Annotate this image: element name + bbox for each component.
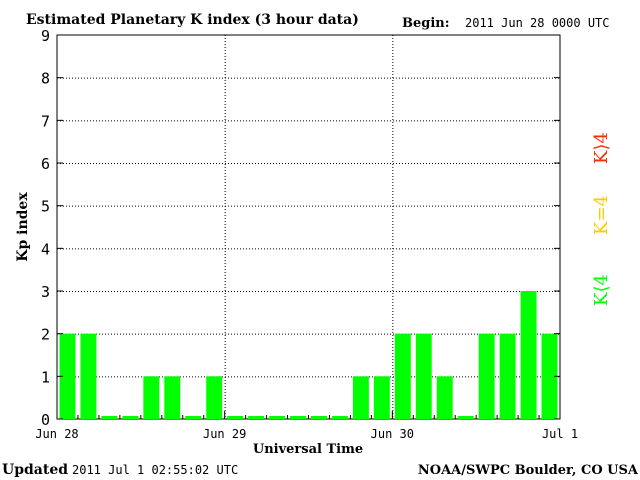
y-tick-label: 6 — [41, 155, 50, 173]
y-axis-label: Kp index — [15, 192, 31, 262]
x-tick-label: Jul 1 — [542, 427, 578, 441]
y-tick-label: 1 — [41, 368, 50, 386]
kp-bar — [227, 416, 244, 419]
kp-bar — [499, 333, 516, 419]
y-tick-label: 7 — [41, 112, 50, 130]
kp-bar — [457, 416, 474, 419]
kp-bar — [373, 376, 390, 419]
y-tick-label: 3 — [41, 283, 50, 301]
y-tick-label: 4 — [41, 240, 50, 258]
kp-bar — [164, 376, 181, 419]
x-tick-label: Jun 28 — [35, 427, 78, 441]
x-axis-label: Universal Time — [253, 442, 363, 457]
kp-bar — [80, 333, 97, 419]
kp-bar — [478, 333, 495, 419]
kp-bar — [311, 416, 327, 419]
legend-k-equal-4: K=4 — [591, 195, 612, 235]
begin-label: Begin: — [402, 16, 450, 31]
y-tick-label: 9 — [41, 27, 50, 45]
kp-bar — [290, 416, 306, 419]
y-tick-label: 2 — [41, 326, 50, 344]
updated-label: Updated — [2, 462, 68, 478]
legend-k-above-4: K⟩4 — [591, 132, 612, 164]
kp-bar — [541, 333, 558, 419]
kp-bar — [59, 333, 76, 419]
begin-value: 2011 Jun 28 0000 UTC — [465, 16, 610, 30]
x-tick-label: Jun 29 — [203, 427, 246, 441]
kp-bar — [415, 333, 432, 419]
kp-bar — [101, 416, 118, 419]
updated-value: 2011 Jul 1 02:55:02 UTC — [72, 463, 238, 477]
kp-bar — [331, 416, 348, 419]
kp-bar — [436, 376, 453, 419]
kp-bar — [520, 291, 537, 419]
y-tick-label: 0 — [41, 411, 50, 429]
source-credit: NOAA/SWPC Boulder, CO USA — [418, 463, 639, 478]
kp-bar — [248, 416, 265, 419]
kp-bar — [394, 333, 411, 419]
y-tick-label: 8 — [41, 70, 50, 88]
legend-k-below-4: K⟨4 — [591, 274, 612, 306]
kp-bar — [352, 376, 369, 419]
x-tick-label: Jun 30 — [371, 427, 414, 441]
kp-bar — [185, 416, 202, 419]
bars — [59, 291, 558, 419]
kp-bar — [206, 376, 223, 419]
x-ticks: Jun 28 Jun 29 Jun 30 Jul 1 — [35, 411, 578, 441]
kp-bar — [122, 416, 139, 419]
kp-bar — [143, 376, 160, 419]
kp-bar — [269, 416, 286, 419]
y-tick-label: 5 — [41, 198, 50, 216]
grid-lines — [57, 35, 560, 419]
y-ticks: 0 1 2 3 4 5 6 7 8 9 — [41, 27, 560, 429]
chart-title: Estimated Planetary K index (3 hour data… — [26, 12, 359, 28]
